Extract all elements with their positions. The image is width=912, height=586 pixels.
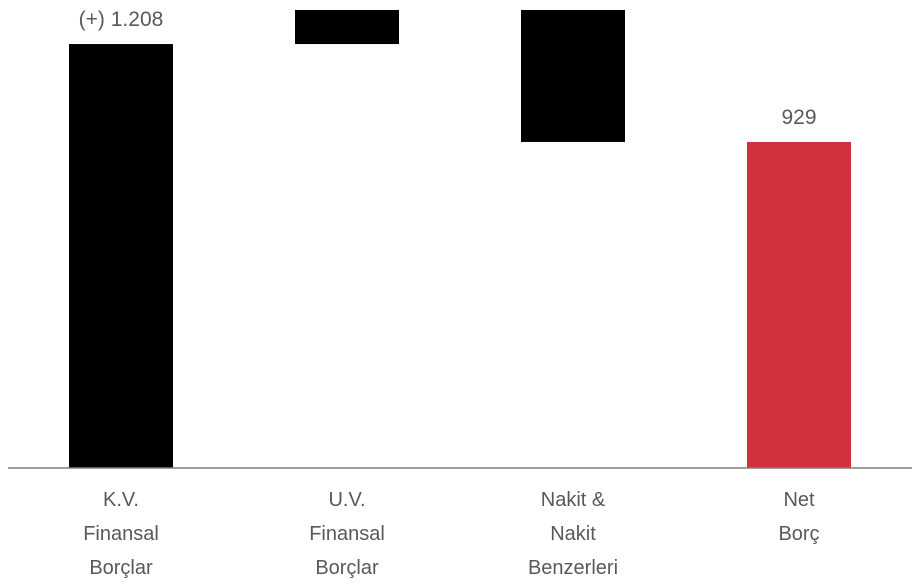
category-label-line: U.V. <box>328 489 365 511</box>
category-label-line: Finansal <box>83 523 159 545</box>
data-label-1: (+) 1.208 <box>79 8 164 31</box>
data-label-4: 929 <box>781 106 816 129</box>
category-label-line: K.V. <box>103 489 139 511</box>
bar-1 <box>69 44 173 469</box>
category-label-line: Finansal <box>309 523 385 545</box>
category-label-line: Net <box>783 489 815 511</box>
category-label-2: U.V. Finansal Borçlar <box>309 489 385 579</box>
category-label-line: Benzerleri <box>528 557 618 579</box>
bar-3 <box>521 10 625 142</box>
category-label-line: Borç <box>778 523 819 545</box>
category-label-line: Borçlar <box>315 557 379 579</box>
category-label-line: Borçlar <box>89 557 153 579</box>
category-label-3: Nakit & Nakit Benzerleri <box>528 489 618 579</box>
data-labels-layer: (+) 1.208(+) 97(-) 376929 <box>79 8 817 129</box>
category-label-1: K.V. Finansal Borçlar <box>83 489 159 579</box>
bars-layer <box>69 10 851 469</box>
category-label-line: Nakit & <box>541 489 606 511</box>
category-label-4: Net Borç <box>778 489 819 545</box>
category-label-line: Nakit <box>550 523 596 545</box>
bar-2 <box>295 10 399 45</box>
category-labels-layer: K.V. Finansal Borçlar U.V. Finansal Borçlar Na… <box>83 489 819 579</box>
bar-4 <box>747 141 851 469</box>
